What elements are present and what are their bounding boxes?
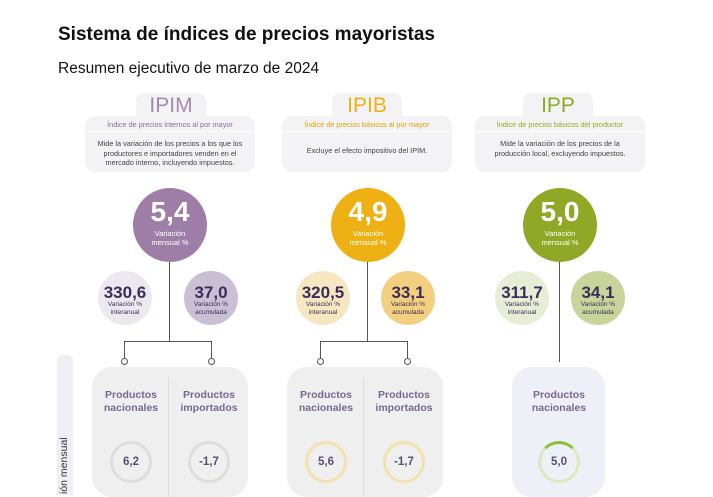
connector [320, 341, 321, 359]
ipib-ytd-circle: 33,1 Variación % acumulada [381, 271, 435, 325]
ipim-description: Mide la variación de los precios a los q… [97, 139, 243, 167]
ipib-monthly-circle: 4,9 Variación mensual % [331, 188, 405, 262]
ipib-name: Índice de precios básicos al por mayor [282, 116, 452, 132]
ipib-yoy-circle: 320,5 Variación % interanual [296, 271, 350, 325]
connector-dot [121, 358, 128, 365]
connector [320, 341, 408, 342]
ipib-info-box: Índice de precios básicos al por mayor E… [282, 116, 452, 172]
ipim-nacionales: Productos nacionales 6,2 [92, 389, 170, 483]
ipim-ytd-circle: 37,0 Variación % acumulada [184, 271, 238, 325]
connector-dot [208, 358, 215, 365]
ipib-description: Excluye el efecto impositivo del IPIM. [306, 146, 428, 155]
page-title: Sistema de índices de precios mayoristas [58, 24, 436, 45]
ipim-info-box: Índice de precios internos al por mayor … [85, 116, 255, 172]
connector [124, 341, 125, 359]
ipp-tab: IPP [523, 93, 593, 119]
ipib-importados: Productos importados -1,7 [365, 389, 443, 483]
connector [559, 262, 560, 362]
ipp-breakdown-panel: Productos nacionales 5,0 [512, 367, 605, 497]
connector [211, 341, 212, 359]
ipib-nacionales: Productos nacionales 5,6 [287, 389, 365, 483]
side-label: ión mensual [58, 437, 70, 494]
connector-dot [404, 358, 411, 365]
page-subtitle: Resumen ejecutivo de marzo de 2024 [58, 60, 320, 77]
connector [407, 341, 408, 359]
ipim-name: Índice de precios internos al por mayor [85, 116, 255, 132]
ipib-tab: IPIB [332, 93, 402, 119]
ipim-tab: IPIM [136, 93, 206, 119]
ipim-importados: Productos importados -1,7 [170, 389, 248, 483]
ipim-monthly-circle: 5,4 Variación mensual % [133, 188, 207, 262]
ipim-breakdown-panel: Productos nacionales 6,2 Productos import… [92, 367, 248, 497]
connector [124, 341, 212, 342]
ipp-name: Índice de precios básicos del productor [475, 116, 645, 132]
ipp-info-box: Índice de precios básicos del productor … [475, 116, 645, 172]
connector [367, 262, 368, 342]
connector-dot [317, 358, 324, 365]
ipp-description: Mide la variación de los precios de la p… [494, 139, 626, 158]
ipp-yoy-circle: 311,7 Variación % interanual [495, 271, 549, 325]
ipim-yoy-circle: 330,6 Variación % interanual [98, 271, 152, 325]
ipib-breakdown-panel: Productos nacionales 5,6 Productos import… [287, 367, 443, 497]
side-label-strip: ión mensual [57, 355, 73, 495]
ipp-nacionales: Productos nacionales 5,0 [520, 389, 598, 483]
ipp-monthly-circle: 5,0 Variación mensual % [523, 188, 597, 262]
connector [169, 262, 170, 342]
ipp-ytd-circle: 34,1 Variación % acumulada [571, 271, 625, 325]
